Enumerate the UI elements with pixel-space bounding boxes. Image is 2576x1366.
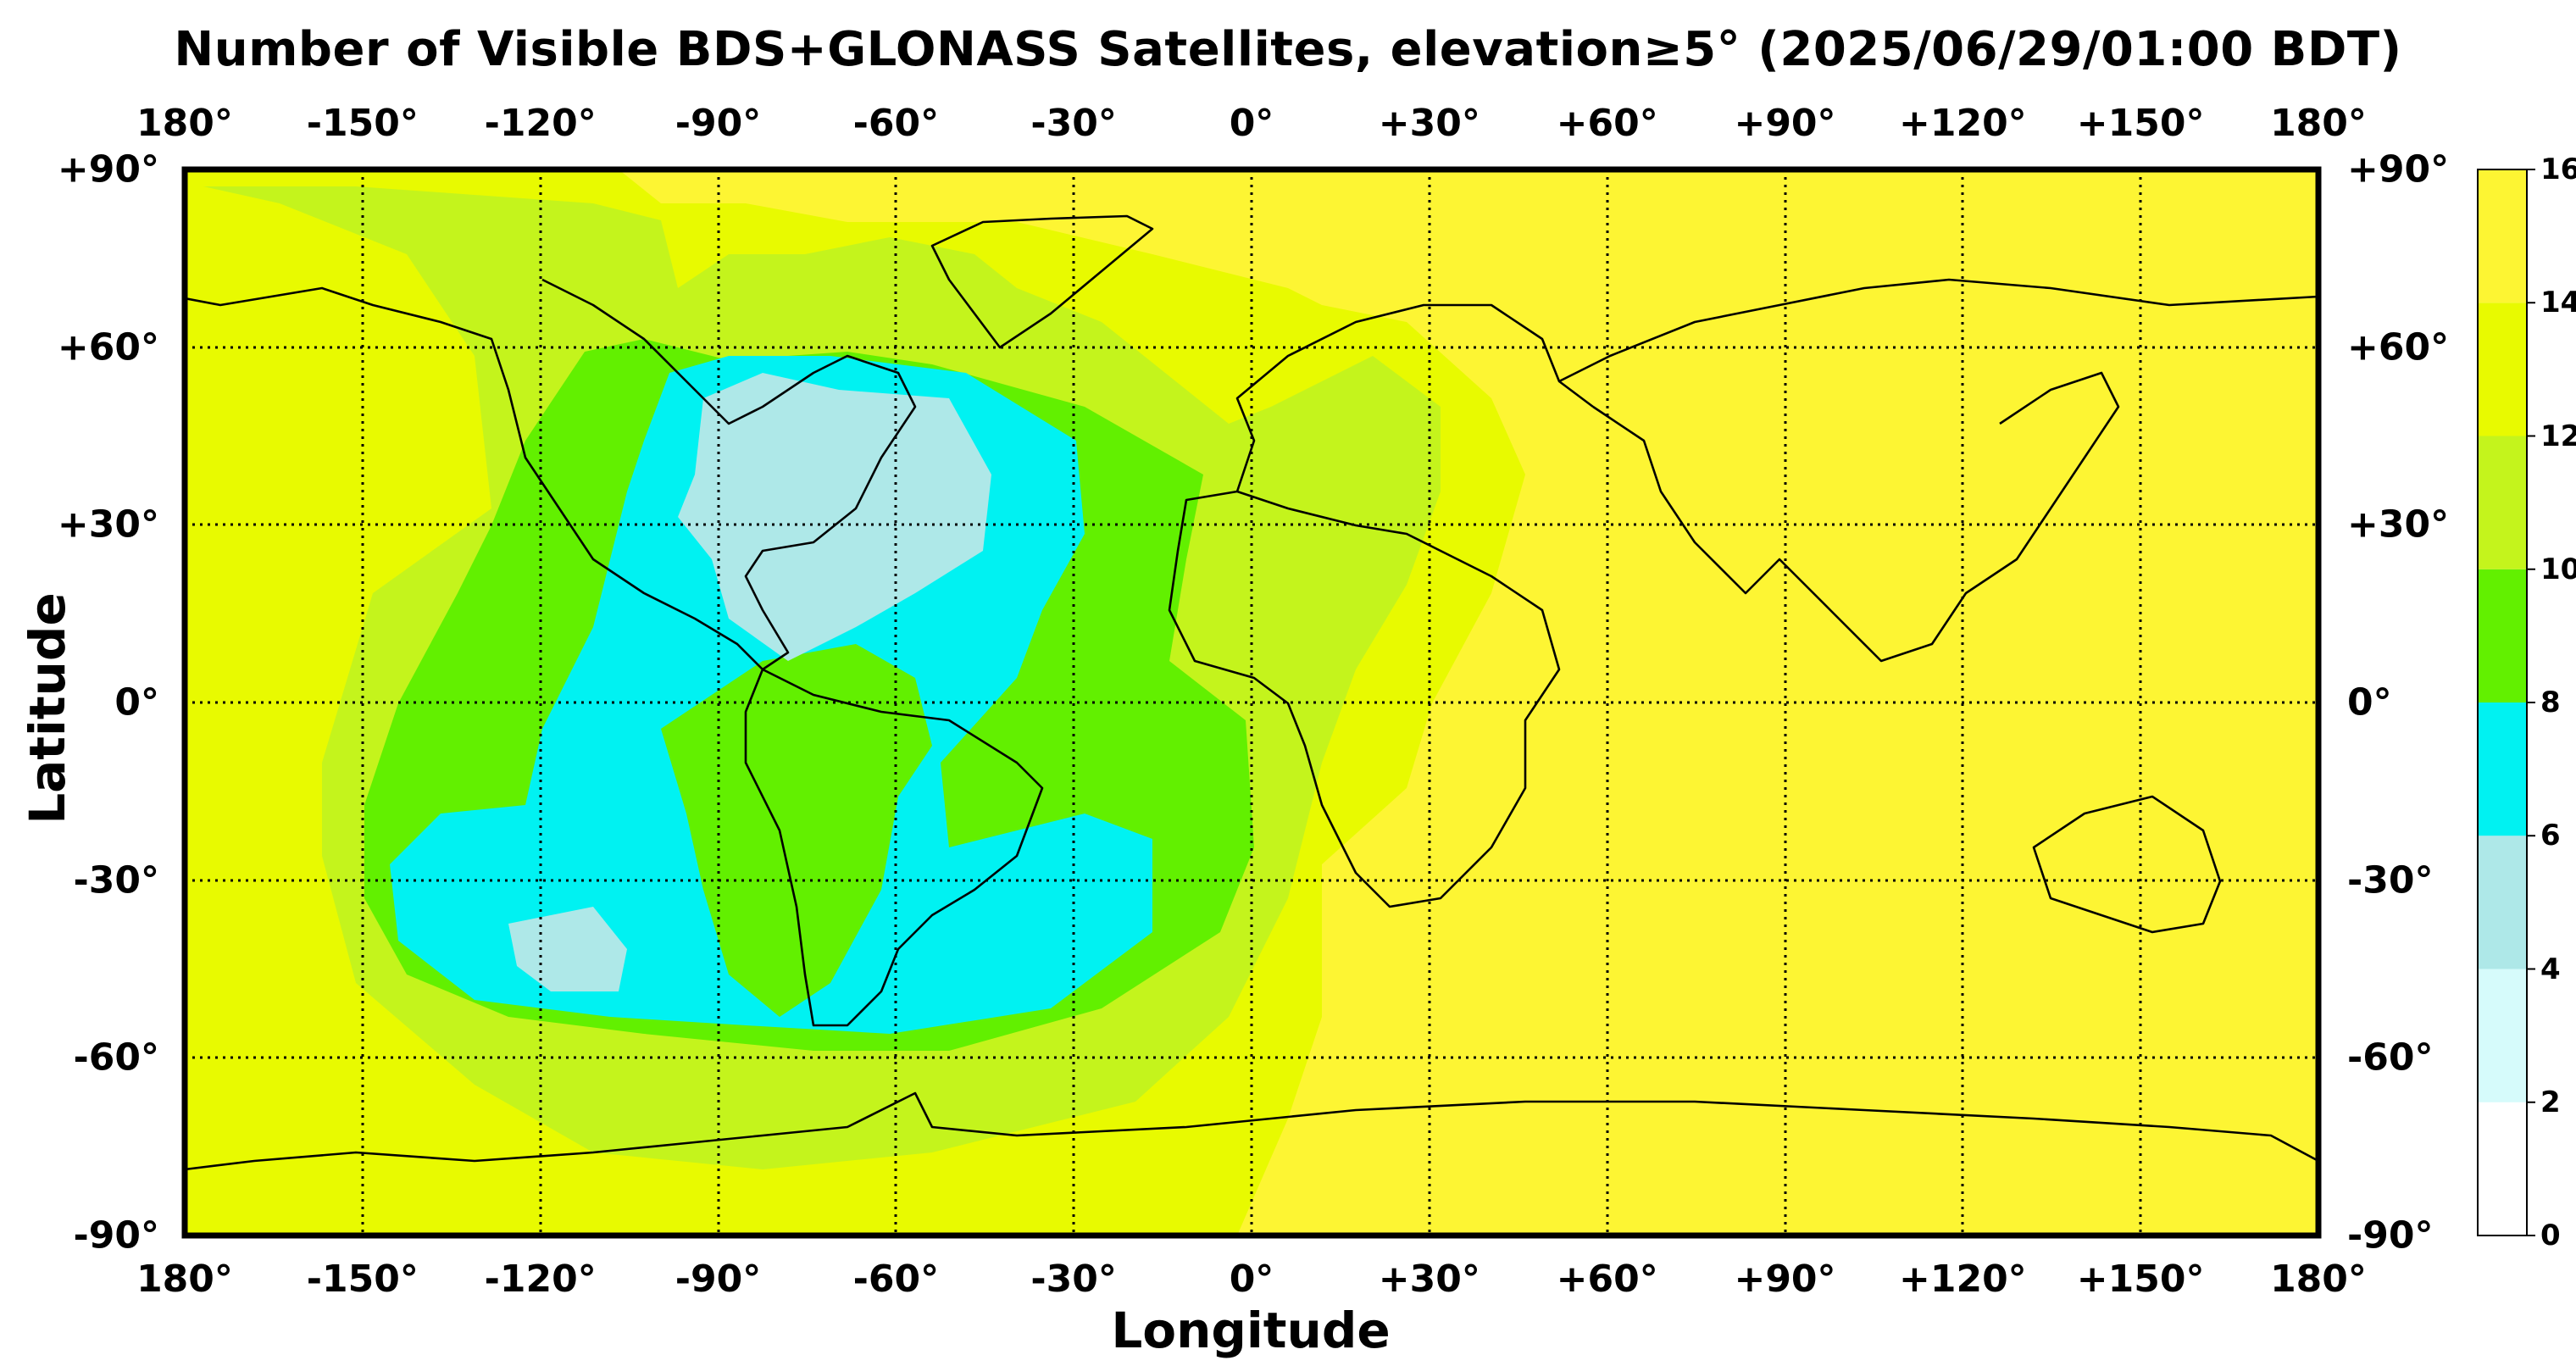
x-tick-label-top: -90° [675, 102, 762, 145]
x-tick-label-bottom: +60° [1556, 1258, 1658, 1301]
y-tick-label-left: 0° [114, 680, 159, 725]
x-tick-label-bottom: 180° [136, 1258, 233, 1301]
colorbar-tick-label: 4 [2540, 952, 2561, 986]
y-tick-label-left: +60° [57, 325, 159, 369]
y-tick-label-right: -60° [2347, 1036, 2434, 1080]
coast-antarctica [185, 1091, 2318, 1171]
coast-greenland [930, 214, 1154, 349]
x-tick-label-top: +150° [2076, 102, 2205, 145]
x-tick-label-bottom: +90° [1734, 1258, 1836, 1301]
colorbar-tick-label: 6 [2540, 819, 2561, 853]
colorbar-tick-label: 0 [2540, 1219, 2561, 1252]
x-tick-label-top: 0° [1229, 102, 1274, 145]
region-4-6-south [508, 907, 627, 991]
colorbar-segment [2478, 702, 2527, 836]
coast-asia [1558, 278, 2318, 663]
colorbar [2477, 169, 2535, 1236]
region-8-10-inner [661, 644, 932, 1017]
colorbar-segment [2478, 969, 2527, 1102]
x-tick-label-bottom: +150° [2076, 1258, 2205, 1301]
x-tick-label-top: 180° [2270, 102, 2367, 145]
y-tick-label-right: +90° [2347, 147, 2450, 192]
colorbar-tick-label: 10 [2540, 552, 2576, 586]
x-tick-label-bottom: -30° [1030, 1258, 1117, 1301]
colorbar-segment [2478, 569, 2527, 702]
y-axis-label: Latitude [19, 592, 76, 825]
x-tick-label-top: +60° [1556, 102, 1658, 145]
colorbar-segment [2478, 169, 2527, 303]
x-tick-label-top: -150° [306, 102, 419, 145]
colorbar-tick-label: 2 [2540, 1085, 2561, 1119]
y-tick-label-left: -60° [73, 1036, 160, 1080]
coast-australia [2032, 795, 2222, 934]
y-tick-label-right: +30° [2347, 503, 2450, 547]
x-tick-label-top: +120° [1898, 102, 2027, 145]
heatmap-regions [185, 169, 2318, 1236]
colorbar-tick-label: 14 [2540, 286, 2576, 320]
y-tick-label-left: -90° [73, 1213, 160, 1258]
colorbar-tick-label: 8 [2540, 686, 2561, 719]
y-tick-label-right: 0° [2347, 680, 2392, 725]
x-tick-label-top: -30° [1030, 102, 1117, 145]
x-tick-label-bottom: -90° [675, 1258, 762, 1301]
x-tick-label-bottom: -150° [306, 1258, 419, 1301]
colorbar-tick-label: 16 [2540, 153, 2576, 186]
region-4-6-north [678, 373, 991, 661]
y-tick-label-left: +90° [57, 147, 159, 192]
y-tick-label-right: -90° [2347, 1213, 2434, 1258]
x-tick-label-top: +90° [1734, 102, 1836, 145]
y-tick-label-left: -30° [73, 858, 160, 902]
coastlines [185, 214, 2318, 1171]
x-tick-label-bottom: -60° [852, 1258, 940, 1301]
x-tick-label-bottom: +30° [1378, 1258, 1480, 1301]
x-tick-label-bottom: 0° [1229, 1258, 1274, 1301]
x-tick-label-bottom: -120° [484, 1258, 597, 1301]
colorbar-tick-label: 12 [2540, 419, 2576, 453]
y-tick-label-right: +60° [2347, 325, 2450, 369]
x-tick-label-top: -60° [852, 102, 940, 145]
plot-frame [181, 166, 2322, 1239]
x-tick-label-bottom: 180° [2270, 1258, 2367, 1301]
x-axis-label: Longitude [1111, 1302, 1391, 1359]
coast-south-america [744, 668, 1044, 1027]
chart-title: Number of Visible BDS+GLONASS Satellites… [174, 22, 2402, 77]
x-tick-label-bottom: +120° [1898, 1258, 2027, 1301]
coast-europe-africa [1168, 303, 1594, 908]
y-tick-label-right: -30° [2347, 858, 2434, 902]
coast-north-america [185, 278, 917, 671]
colorbar-segment [2478, 436, 2527, 569]
colorbar-segment [2478, 836, 2527, 969]
gridlines [185, 169, 2318, 1236]
x-tick-label-top: 180° [136, 102, 233, 145]
x-tick-label-top: +30° [1378, 102, 1480, 145]
x-tick-label-top: -120° [484, 102, 597, 145]
y-tick-label-left: +30° [57, 503, 159, 547]
colorbar-segment [2478, 1102, 2527, 1236]
colorbar-segment [2478, 303, 2527, 436]
